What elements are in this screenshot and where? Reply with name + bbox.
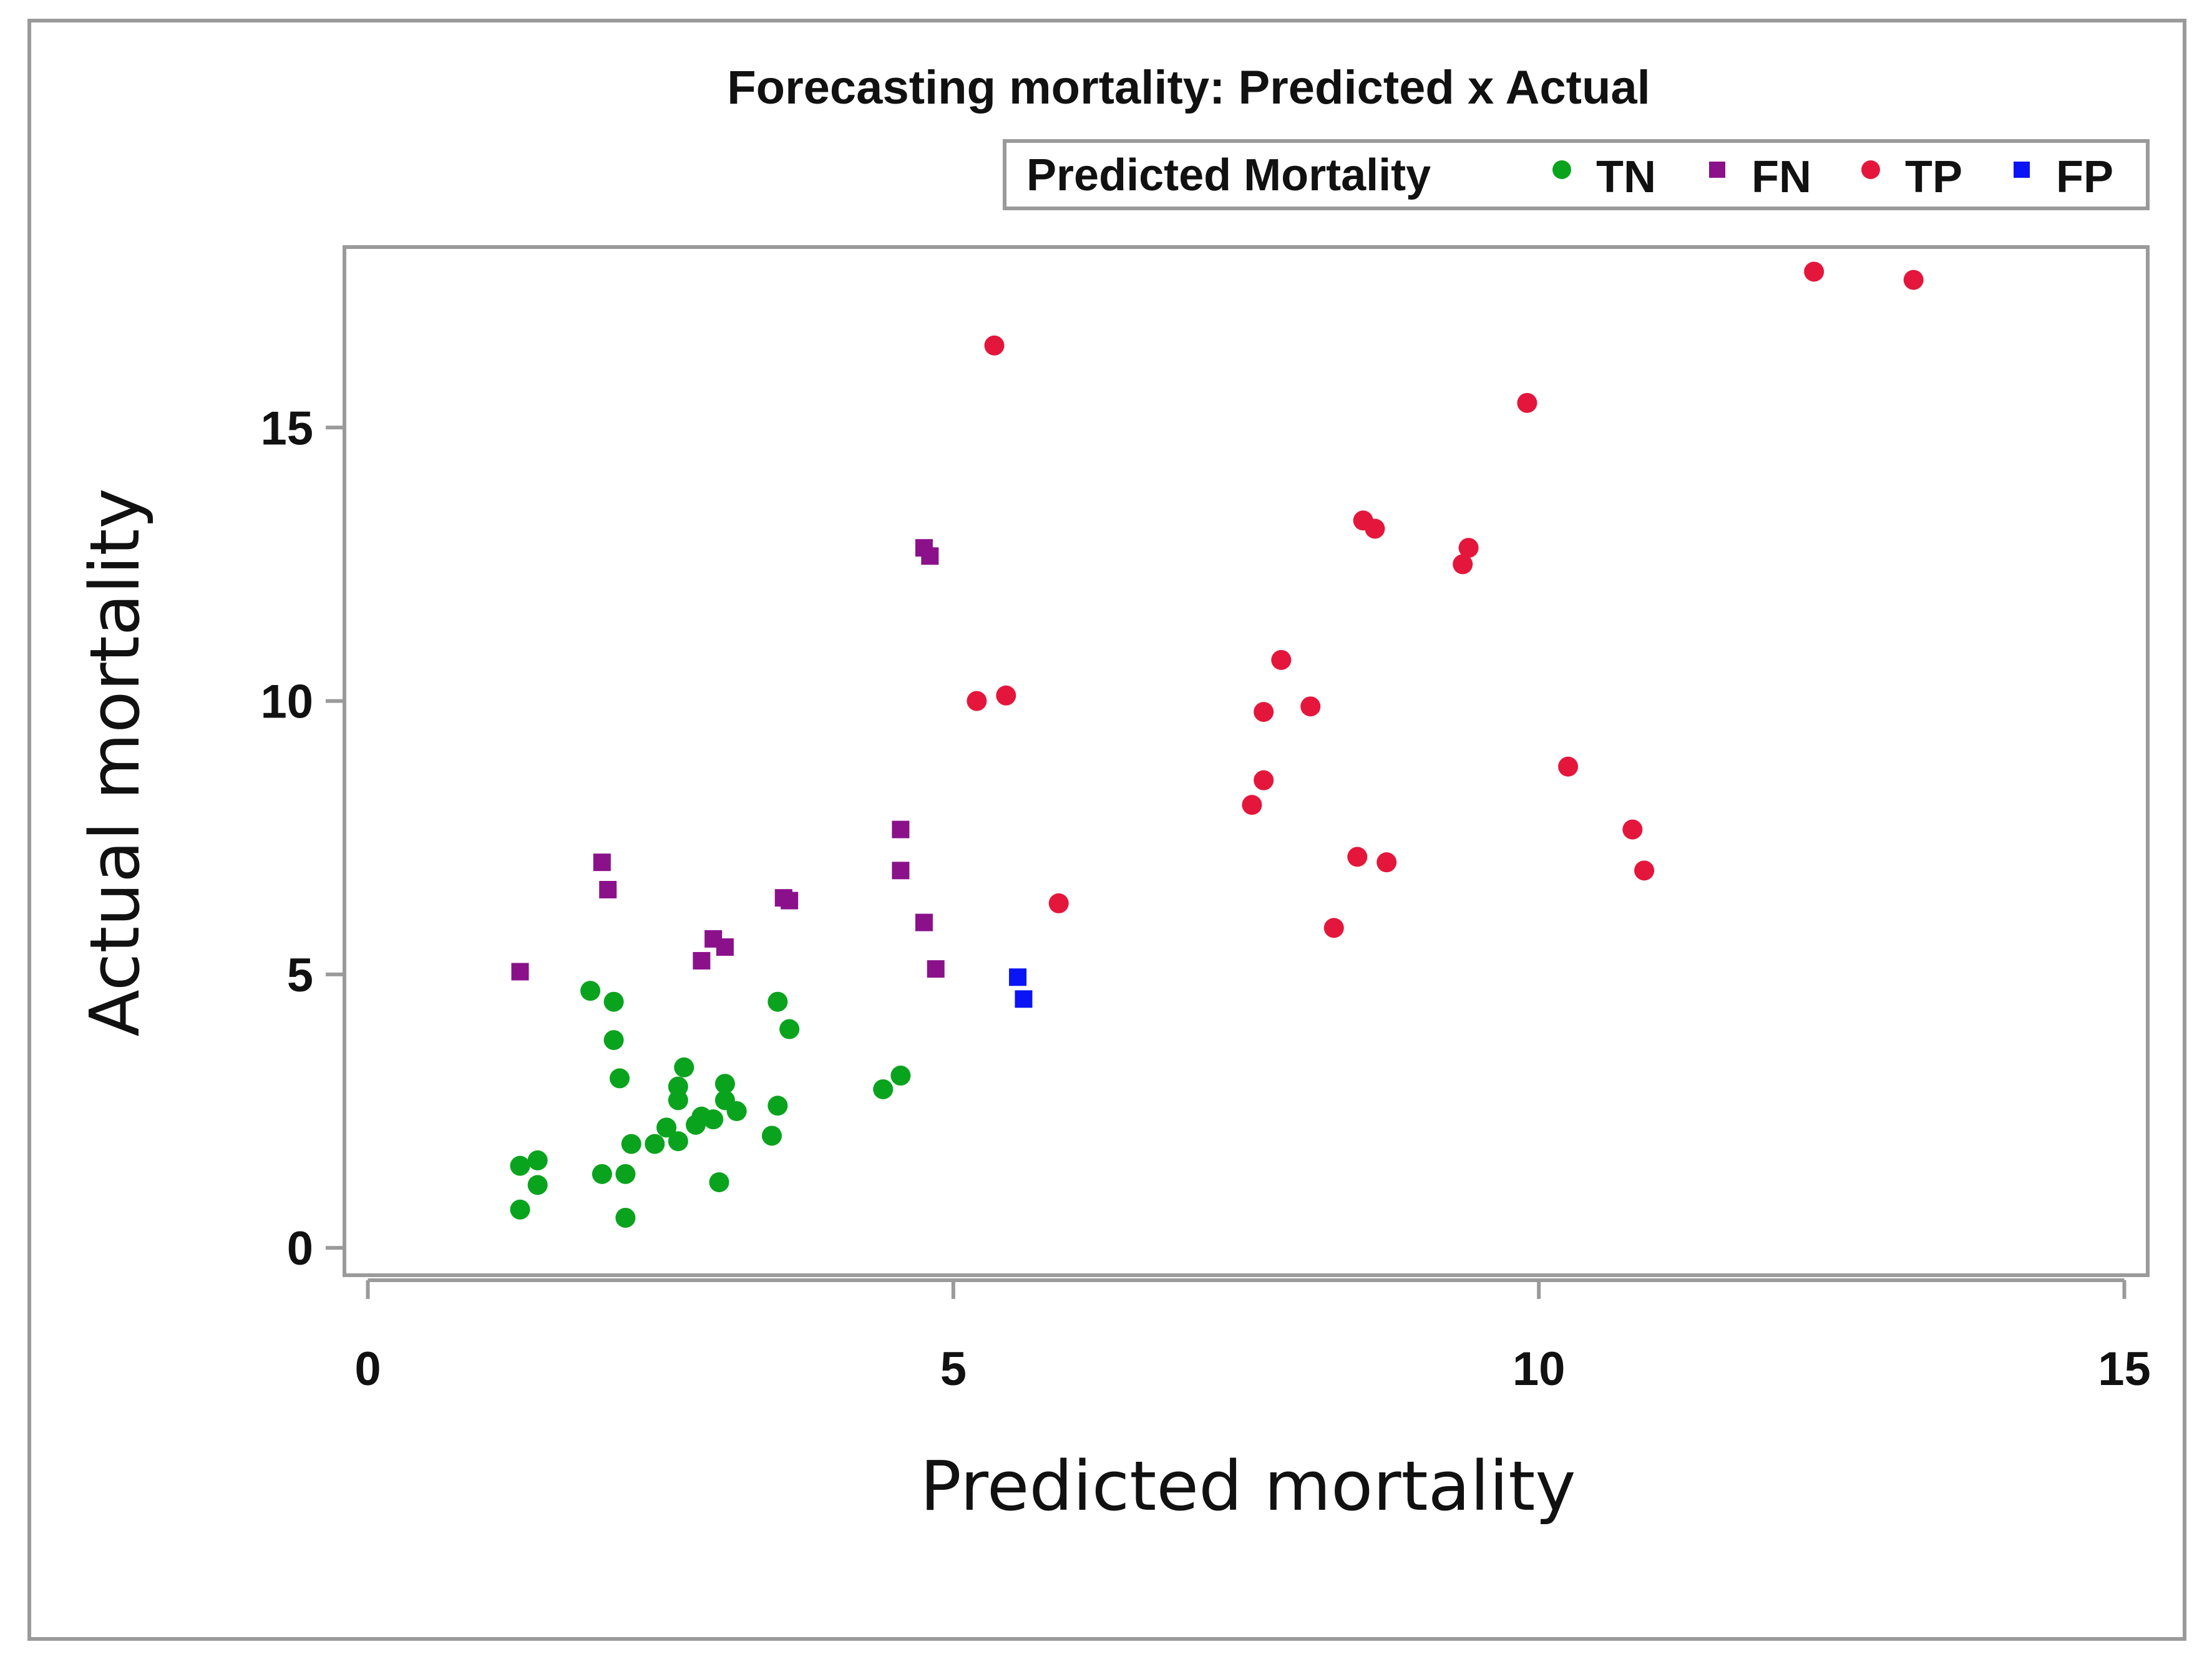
tp-point-5 [1254, 702, 1274, 722]
fp-point-1 [1015, 990, 1033, 1008]
tp-point-0 [967, 691, 987, 711]
tp-point-13 [1376, 852, 1397, 873]
legend-entry-fp: FP [2014, 152, 2113, 202]
tn-point-1 [510, 1199, 530, 1220]
tn-point-8 [610, 1068, 630, 1089]
tn-point-12 [645, 1134, 665, 1154]
legend-box [1003, 139, 2150, 210]
fn-point-13 [927, 960, 945, 978]
legend-label-tp: TP [1905, 152, 1962, 202]
tp-point-8 [1300, 696, 1321, 717]
tn-point-30 [890, 1066, 911, 1086]
fn-point-12 [915, 913, 933, 931]
tp-point-16 [1517, 392, 1537, 413]
plot-area [343, 245, 2150, 1277]
tp-point-19 [1634, 860, 1655, 881]
legend-entry-tn: TN [1552, 152, 1656, 202]
tp-point-4 [1242, 795, 1262, 815]
legend-entry-fn: FN [1709, 152, 1811, 202]
tn-point-11 [621, 1134, 641, 1154]
tn-point-17 [674, 1057, 694, 1077]
y-tick-label-0: 0 [287, 1222, 313, 1275]
tn-point-21 [709, 1172, 729, 1192]
legend: Predicted Mortality TN FN TP FP [1003, 139, 2150, 210]
tn-point-3 [527, 1175, 548, 1195]
tn-point-26 [767, 991, 788, 1012]
tp-point-10 [1347, 847, 1368, 867]
x-tick-label-5: 5 [940, 1343, 967, 1396]
fn-point-3 [693, 951, 711, 970]
tn-point-4 [580, 981, 601, 1001]
tn-point-28 [779, 1019, 800, 1039]
series-tp [967, 261, 1924, 938]
x-tick-label-15: 15 [2098, 1343, 2151, 1396]
legend-entry-tp: TP [1861, 152, 1962, 202]
tp-point-6 [1254, 770, 1274, 790]
tn-point-29 [873, 1079, 894, 1099]
legend-label-tn: TN [1596, 152, 1656, 202]
fn-point-11 [921, 547, 939, 565]
tn-point-10 [615, 1207, 636, 1228]
tn-point-15 [668, 1090, 688, 1111]
y-tick-label-5: 5 [287, 949, 313, 1002]
legend-title: Predicted Mortality [1026, 150, 1431, 200]
series-fp [1009, 968, 1033, 1008]
tn-point-0 [510, 1155, 530, 1176]
y-axis: 0 5 10 15 [260, 402, 344, 1275]
x-tick-label-10: 10 [1513, 1343, 1566, 1396]
legend-marker-fn [1709, 162, 1725, 178]
fp-point-0 [1009, 968, 1027, 986]
series-fn [511, 539, 945, 981]
legend-label-fp: FP [2056, 152, 2113, 202]
y-tick-label-15: 15 [260, 402, 313, 455]
fn-point-1 [593, 853, 611, 872]
tn-point-2 [527, 1150, 548, 1170]
fn-point-5 [716, 938, 734, 956]
tp-point-15 [1458, 538, 1479, 558]
x-tick-label-0: 0 [354, 1343, 381, 1396]
tn-point-13 [656, 1117, 677, 1138]
tp-point-20 [1804, 261, 1825, 282]
fn-point-2 [599, 881, 617, 898]
tp-point-14 [1453, 554, 1473, 575]
tn-point-22 [714, 1074, 735, 1094]
fn-point-9 [892, 862, 910, 880]
tp-point-1 [984, 335, 1005, 356]
x-axis: 0 5 10 15 [354, 1278, 2151, 1396]
legend-marker-fp [2014, 162, 2030, 178]
legend-entries: TN FN TP FP [1552, 152, 2113, 202]
tp-point-2 [996, 685, 1016, 706]
tn-point-7 [603, 1030, 624, 1051]
legend-marker-tp [1861, 160, 1880, 179]
tn-point-14 [668, 1076, 688, 1097]
x-axis-label: Predicted mortality [920, 1446, 1576, 1526]
tp-point-9 [1323, 918, 1344, 938]
tp-point-18 [1622, 819, 1643, 840]
fn-point-0 [511, 963, 529, 981]
y-axis-label: Actual mortality [75, 488, 155, 1036]
legend-label-fn: FN [1752, 152, 1811, 202]
tn-point-6 [603, 991, 624, 1012]
fn-point-8 [892, 820, 910, 838]
tn-point-9 [615, 1164, 636, 1184]
tp-point-7 [1271, 649, 1292, 670]
chart-title: Forecasting mortality: Predicted x Actua… [727, 61, 1650, 114]
tn-point-25 [761, 1125, 782, 1146]
tn-point-20 [703, 1109, 724, 1130]
tn-point-27 [767, 1096, 788, 1116]
fn-point-7 [781, 892, 799, 910]
data-points [510, 261, 1924, 1228]
y-tick-label-10: 10 [260, 676, 313, 729]
tp-point-17 [1558, 756, 1579, 777]
tn-point-16 [668, 1131, 688, 1152]
tp-point-21 [1903, 270, 1924, 290]
tp-point-3 [1048, 893, 1069, 913]
legend-marker-tn [1552, 160, 1571, 179]
tp-point-12 [1365, 518, 1385, 539]
series-tn [510, 981, 911, 1228]
tn-point-24 [726, 1101, 747, 1122]
tn-point-5 [592, 1164, 612, 1184]
